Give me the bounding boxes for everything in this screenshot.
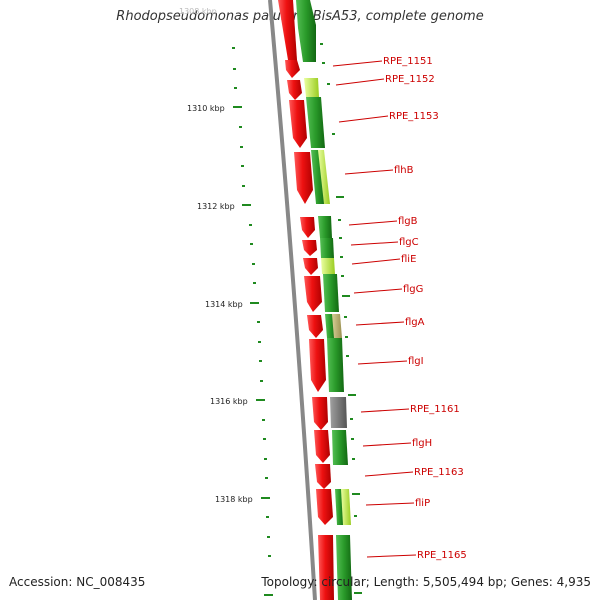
gene-label-flgc[interactable]: flgC (399, 237, 419, 248)
gene-block (332, 314, 342, 338)
gene-block (306, 97, 325, 148)
kbp-label-1316: 1316 kbp (210, 397, 248, 406)
gene-arrow (302, 240, 317, 256)
gene-block (327, 338, 344, 392)
gene-block (320, 238, 334, 258)
gene-arrow (307, 315, 323, 338)
gene-block (321, 258, 335, 274)
gene-block (336, 535, 352, 600)
gene-label-flgg[interactable]: flgG (403, 284, 423, 295)
accession-text: Accession: NC_008435 (9, 575, 146, 589)
gene-arrow (289, 100, 307, 148)
gene-leader-lines (332, 60, 417, 558)
gene-arrow (304, 276, 322, 312)
gene-label-flhb[interactable]: flhB (394, 165, 414, 176)
reverse-strand-genes (296, 0, 352, 600)
gene-arrow (303, 258, 318, 275)
minor-gene-marks (320, 43, 362, 594)
gene-label-rpe-1153[interactable]: RPE_1153 (389, 111, 439, 122)
gene-label-rpe-1152[interactable]: RPE_1152 (385, 74, 435, 85)
gene-label-rpe-1165[interactable]: RPE_1165 (417, 550, 467, 561)
gene-label-flgi[interactable]: flgI (408, 356, 424, 367)
genome-backbone (268, 0, 317, 600)
gene-arrow (314, 430, 330, 463)
gene-arrow (300, 217, 315, 238)
gene-arrow (312, 397, 328, 430)
gene-label-flgh[interactable]: flgH (412, 438, 432, 449)
gene-label-rpe-1151[interactable]: RPE_1151 (383, 56, 433, 67)
gene-block (318, 150, 330, 204)
kbp-label-1314: 1314 kbp (205, 300, 243, 309)
gene-arrow (315, 464, 331, 489)
gene-label-rpe-1161[interactable]: RPE_1161 (410, 404, 460, 415)
gene-label-flga[interactable]: flgA (405, 317, 425, 328)
forward-strand-genes (278, 0, 334, 600)
kbp-label-1312: 1312 kbp (197, 202, 235, 211)
ruler-ticks (232, 47, 273, 596)
gene-block (323, 274, 339, 312)
genome-summary-text: Topology: circular; Length: 5,505,494 bp… (261, 575, 591, 589)
gene-label-flip[interactable]: fliP (415, 498, 430, 509)
gene-arrow (285, 60, 300, 78)
gene-arrow (316, 489, 333, 525)
gene-arrow (318, 535, 334, 600)
kbp-label-1310: 1310 kbp (187, 104, 225, 113)
gene-label-rpe-1163[interactable]: RPE_1163 (414, 467, 464, 478)
gene-arrow (287, 80, 302, 100)
gene-block (330, 397, 347, 428)
kbp-label-1308: 1308 kbp (179, 7, 217, 16)
gene-arrow (294, 152, 313, 204)
gene-block (318, 216, 332, 238)
gene-block (332, 430, 348, 465)
gene-block (341, 489, 351, 525)
gene-arrow (309, 339, 326, 392)
kbp-label-1318: 1318 kbp (215, 495, 253, 504)
gene-block (296, 0, 316, 62)
gene-arrow (278, 0, 297, 60)
gene-label-flie[interactable]: fliE (401, 254, 416, 265)
gene-block (304, 78, 319, 97)
gene-label-flgb[interactable]: flgB (398, 216, 418, 227)
